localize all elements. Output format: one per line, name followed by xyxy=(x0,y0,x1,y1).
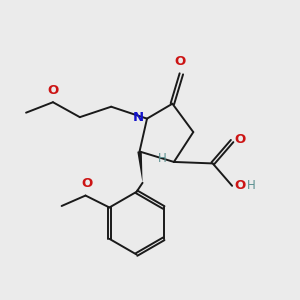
Text: O: O xyxy=(174,56,185,68)
Polygon shape xyxy=(137,151,142,183)
Text: O: O xyxy=(235,179,246,192)
Text: N: N xyxy=(133,111,144,124)
Text: O: O xyxy=(235,133,246,146)
Text: H: H xyxy=(247,179,255,192)
Text: O: O xyxy=(47,84,58,97)
Text: H: H xyxy=(158,152,166,165)
Text: O: O xyxy=(81,177,93,190)
